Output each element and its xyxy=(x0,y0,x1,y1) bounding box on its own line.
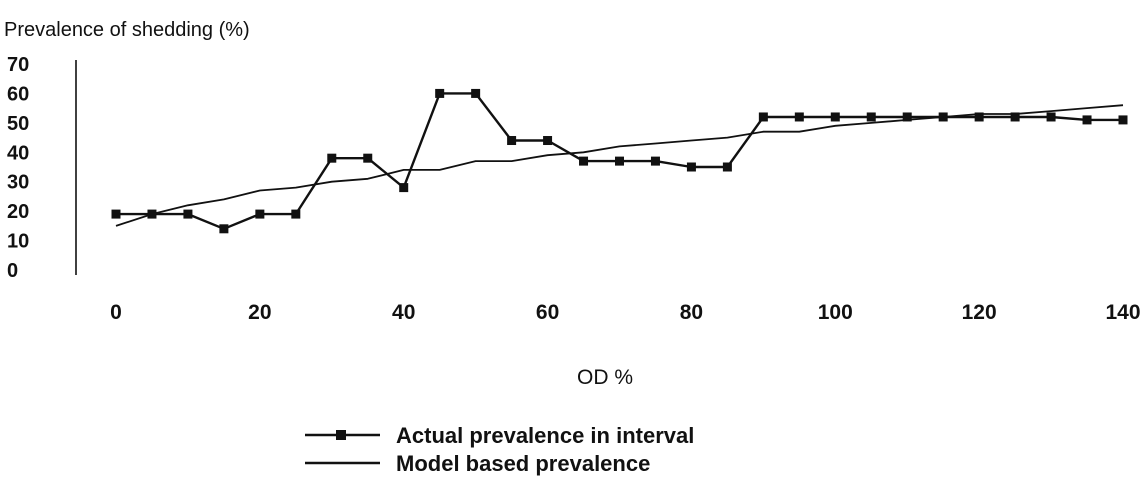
y-tick-label: 60 xyxy=(7,83,29,105)
x-tick-label: 60 xyxy=(536,301,559,324)
data-point-actual xyxy=(686,162,696,172)
data-point-actual xyxy=(219,224,229,234)
data-point-actual xyxy=(758,112,768,122)
y-tick-label: 70 xyxy=(7,54,29,76)
x-tick-label: 100 xyxy=(818,301,853,324)
data-point-actual xyxy=(363,153,373,163)
legend-label-actual: Actual prevalence in interval xyxy=(396,423,694,448)
data-point-actual xyxy=(1118,115,1128,125)
series-line-model xyxy=(115,104,1124,227)
data-point-actual xyxy=(794,112,804,122)
data-point-actual xyxy=(1046,112,1056,122)
legend-label-model: Model based prevalence xyxy=(396,451,650,476)
data-point-actual xyxy=(435,88,445,98)
x-axis-ticks: 0 20 40 60 80 100 120 140 xyxy=(110,301,1140,324)
data-point-actual xyxy=(111,209,121,219)
data-point-actual xyxy=(471,88,481,98)
data-point-actual xyxy=(291,209,301,219)
y-tick-label: 30 xyxy=(7,172,29,194)
y-tick-label: 40 xyxy=(7,142,29,164)
data-point-actual xyxy=(507,136,517,146)
x-axis-title: OD % xyxy=(577,366,633,389)
data-point-actual xyxy=(974,112,984,122)
x-tick-label: 140 xyxy=(1105,301,1140,324)
data-point-actual xyxy=(1082,115,1092,125)
data-point-actual xyxy=(830,112,840,122)
x-tick-label: 40 xyxy=(392,301,415,324)
data-point-actual xyxy=(1010,112,1020,122)
data-point-actual xyxy=(615,156,624,166)
legend-marker-actual xyxy=(336,430,346,440)
series-layer xyxy=(111,88,1128,234)
data-point-actual xyxy=(722,162,732,172)
y-tick-label: 0 xyxy=(7,260,18,282)
x-tick-label: 20 xyxy=(248,301,271,324)
data-point-actual xyxy=(255,209,265,219)
data-point-actual xyxy=(399,183,409,193)
data-point-actual xyxy=(183,209,193,219)
x-tick-label: 120 xyxy=(962,301,997,324)
data-point-actual xyxy=(866,112,876,122)
x-tick-label: 0 xyxy=(110,301,122,324)
y-tick-label: 50 xyxy=(7,113,29,135)
y-axis-title: Prevalence of shedding (%) xyxy=(4,19,250,41)
y-tick-label: 10 xyxy=(7,231,29,253)
data-point-actual xyxy=(579,156,589,166)
data-point-actual xyxy=(327,153,337,163)
y-axis-ticks: 0 10 20 30 40 50 60 70 xyxy=(7,54,29,282)
legend: Actual prevalence in interval Model base… xyxy=(305,423,694,476)
data-point-actual xyxy=(650,156,660,166)
y-tick-label: 20 xyxy=(7,201,29,223)
x-tick-label: 80 xyxy=(680,301,703,324)
data-point-actual xyxy=(902,112,912,122)
data-point-actual xyxy=(543,136,553,146)
